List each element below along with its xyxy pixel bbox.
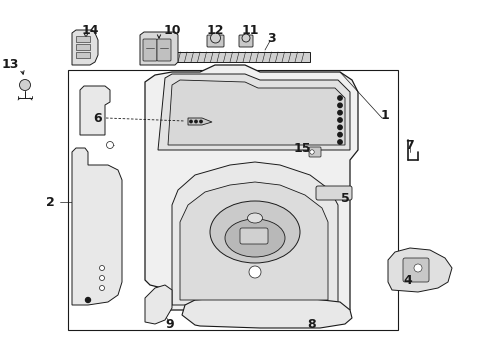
FancyBboxPatch shape — [309, 147, 321, 157]
Polygon shape — [388, 248, 452, 292]
Text: 12: 12 — [206, 23, 224, 36]
Text: 3: 3 — [268, 31, 276, 45]
Bar — [76, 44, 90, 50]
Text: 5: 5 — [341, 192, 349, 204]
Polygon shape — [172, 162, 338, 305]
Circle shape — [20, 80, 30, 90]
Bar — [148, 52, 310, 62]
Text: 10: 10 — [163, 23, 181, 36]
Polygon shape — [180, 182, 328, 300]
Text: 6: 6 — [94, 112, 102, 125]
FancyBboxPatch shape — [403, 258, 429, 282]
Polygon shape — [188, 118, 212, 125]
Circle shape — [338, 132, 342, 137]
Circle shape — [195, 120, 197, 123]
Circle shape — [99, 266, 104, 270]
Circle shape — [190, 120, 192, 123]
Circle shape — [338, 140, 342, 144]
Circle shape — [242, 34, 250, 42]
FancyBboxPatch shape — [207, 35, 224, 47]
Ellipse shape — [210, 201, 300, 263]
Circle shape — [338, 118, 342, 122]
Ellipse shape — [247, 213, 263, 223]
FancyBboxPatch shape — [157, 39, 171, 61]
Text: 13: 13 — [1, 58, 19, 72]
Polygon shape — [168, 80, 345, 145]
Text: 8: 8 — [308, 318, 317, 330]
FancyBboxPatch shape — [240, 228, 268, 244]
Text: 4: 4 — [404, 274, 413, 287]
Text: 11: 11 — [241, 23, 259, 36]
Polygon shape — [80, 86, 110, 135]
Circle shape — [200, 120, 202, 123]
Circle shape — [414, 264, 422, 272]
Bar — [68, 70, 398, 330]
FancyBboxPatch shape — [143, 39, 157, 61]
FancyBboxPatch shape — [239, 35, 253, 47]
Text: 14: 14 — [81, 23, 99, 36]
Text: 1: 1 — [381, 108, 390, 122]
Circle shape — [99, 275, 104, 280]
Polygon shape — [145, 65, 358, 310]
Circle shape — [249, 266, 261, 278]
Text: 15: 15 — [293, 141, 311, 154]
Text: 7: 7 — [406, 139, 415, 152]
Circle shape — [338, 125, 342, 130]
Circle shape — [85, 297, 91, 302]
Polygon shape — [140, 32, 178, 65]
Polygon shape — [158, 74, 350, 150]
Circle shape — [211, 33, 220, 43]
Polygon shape — [145, 285, 172, 324]
Polygon shape — [72, 30, 98, 65]
Circle shape — [338, 103, 342, 108]
Bar — [76, 52, 90, 58]
Ellipse shape — [225, 219, 285, 257]
Circle shape — [106, 141, 114, 149]
Text: 9: 9 — [166, 318, 174, 330]
Bar — [76, 36, 90, 42]
Circle shape — [99, 285, 104, 291]
Text: 2: 2 — [46, 195, 54, 208]
Polygon shape — [182, 298, 352, 328]
FancyBboxPatch shape — [316, 186, 352, 200]
Circle shape — [338, 96, 342, 100]
Polygon shape — [72, 148, 122, 305]
Circle shape — [310, 150, 314, 154]
Circle shape — [338, 111, 342, 115]
